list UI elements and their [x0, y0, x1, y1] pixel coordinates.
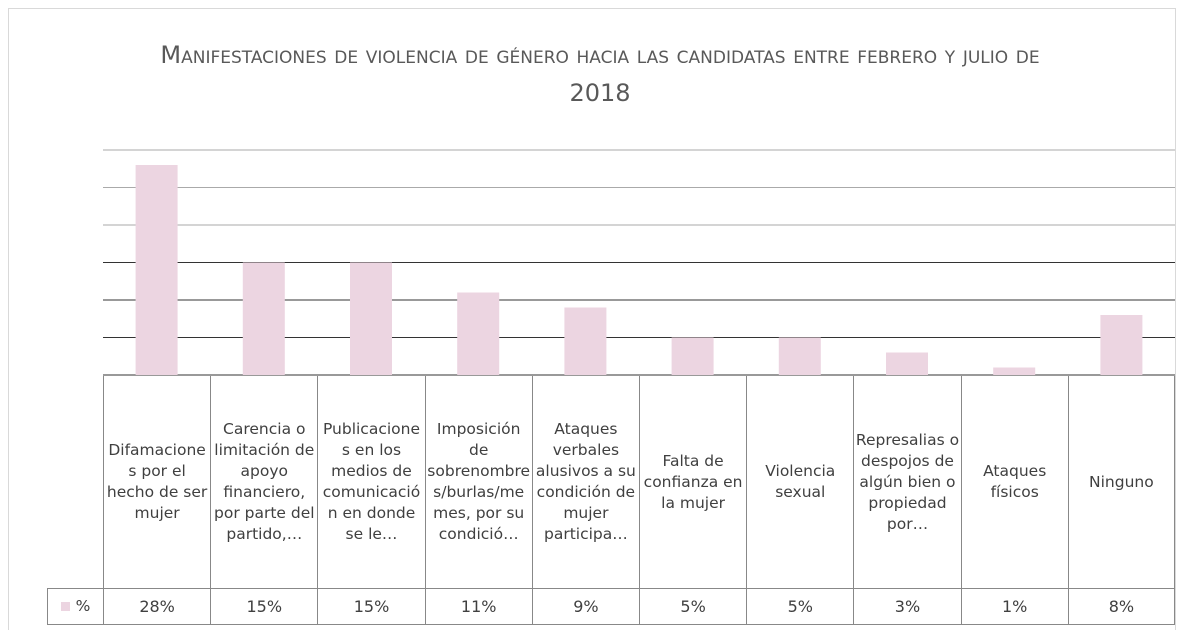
bar — [457, 292, 500, 375]
bar — [671, 337, 714, 375]
bar — [886, 352, 928, 375]
bar — [350, 262, 392, 375]
bar — [242, 262, 285, 375]
legend-cell: % — [47, 588, 103, 625]
value-cell: 28% — [103, 588, 211, 625]
bar — [564, 307, 607, 375]
bar — [778, 337, 821, 375]
chart-title: Manifestaciones de violencia de género h… — [160, 41, 1040, 107]
category-cell: Publicaciones en los medios de comunicac… — [317, 376, 424, 588]
category-cell: Difamaciones por el hecho de ser mujer — [103, 376, 210, 588]
category-cell: Falta de confianza en la mujer — [639, 376, 746, 588]
category-cell: Carencia o limitación de apoyo financier… — [210, 376, 317, 588]
category-cell: Ataques físicos — [960, 376, 1068, 588]
value-cell: 3% — [853, 588, 961, 625]
value-cell: 1% — [960, 588, 1068, 625]
category-cell: Represalias o despojos de algún bien o p… — [853, 376, 960, 588]
value-cell: 15% — [317, 588, 425, 625]
chart-frame — [8, 8, 1176, 630]
value-cell: 9% — [531, 588, 639, 625]
category-cell: Violencia sexual — [746, 376, 853, 588]
value-cell: 5% — [639, 588, 747, 625]
category-cell: Ataques verbales alusivos a su condición… — [531, 376, 639, 588]
value-cell: 11% — [424, 588, 532, 625]
value-cell: 5% — [746, 588, 854, 625]
legend-label: % — [75, 597, 91, 615]
legend-swatch — [60, 602, 70, 611]
category-cell: Ninguno — [1067, 376, 1175, 588]
value-cell: 8% — [1067, 588, 1175, 625]
bar — [135, 165, 178, 375]
bar — [993, 367, 1036, 375]
category-cell: Imposición de sobrenombres/burlas/memes,… — [424, 376, 532, 588]
bar — [1100, 315, 1143, 375]
value-cell: 15% — [210, 588, 318, 625]
